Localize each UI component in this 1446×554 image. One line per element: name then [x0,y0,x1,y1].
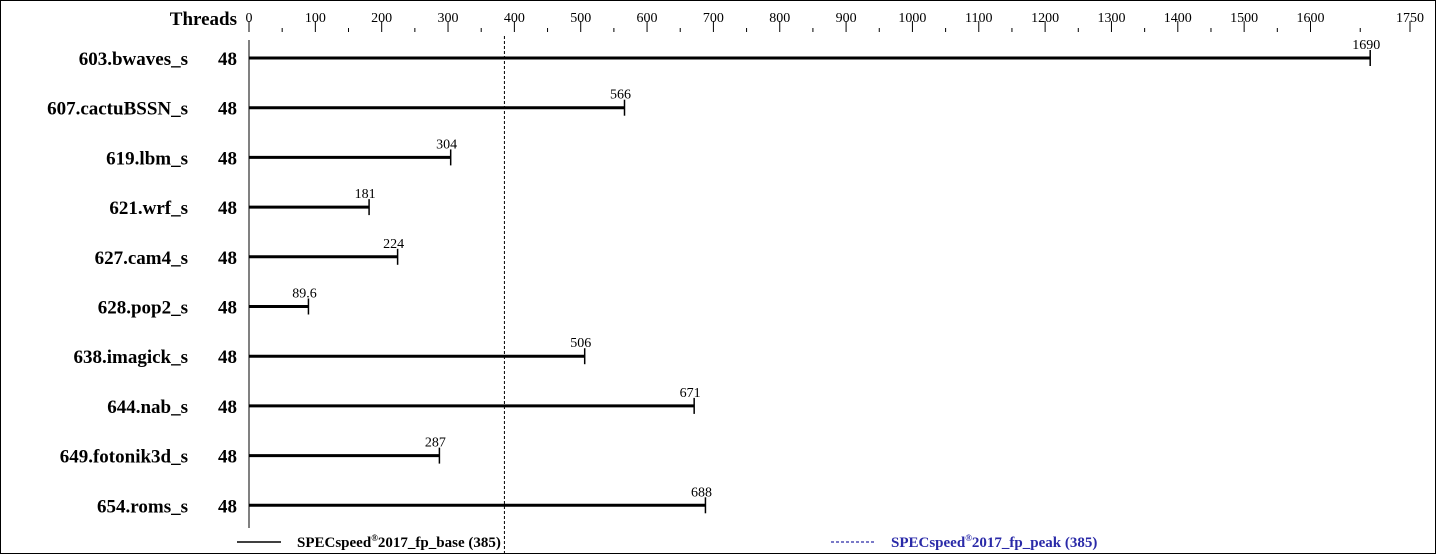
data-label: 304 [436,137,457,152]
bar-rows: 603.bwaves_s 48 1690 607.cactuBSSN_s 48 566 61… [47,38,1380,528]
x-tick-label: 700 [703,11,724,26]
data-label: 506 [570,336,591,351]
x-tick-label: 900 [836,11,857,26]
data-label: 671 [680,386,701,401]
x-tick-label: 0 [246,11,253,26]
thread-count: 48 [218,496,237,517]
data-label: 688 [691,485,712,500]
x-axis-ticks: 0 100 200 300 400 500 600 700 800 900 1000 1100 1200… [246,11,1424,32]
benchmark-label: 644.nab_s [107,397,188,418]
benchmark-label: 654.roms_s [97,496,188,517]
bar-row: 621.wrf_s 48 181 [109,187,375,219]
thread-count: 48 [218,397,237,418]
benchmark-label: 619.lbm_s [106,148,188,169]
x-tick-label: 600 [637,11,658,26]
x-tick-label: 200 [371,11,392,26]
x-tick-label: 400 [504,11,525,26]
benchmark-label: 603.bwaves_s [79,49,188,70]
thread-count: 48 [218,198,237,219]
bar-row: 644.nab_s 48 671 [107,386,700,418]
x-tick-label: 1000 [898,11,926,26]
x-tick-label: 1400 [1164,11,1192,26]
x-tick-label: 100 [305,11,326,26]
data-label: 89.6 [292,287,317,302]
data-label: 287 [425,436,446,451]
bar-row: 619.lbm_s 48 304 [106,137,457,169]
benchmark-label: 627.cam4_s [95,248,188,269]
bar-row: 638.imagick_s 48 506 [73,336,591,368]
data-label: 566 [610,88,631,103]
x-tick-label: 1500 [1230,11,1258,26]
benchmark-label: 628.pop2_s [98,298,188,319]
x-tick-label: 1200 [1031,11,1059,26]
data-label: 181 [355,187,376,202]
thread-count: 48 [218,49,237,70]
bar-row: 649.fotonik3d_s 48 287 [60,436,446,468]
x-tick-label: 1100 [965,11,992,26]
benchmark-label: 649.fotonik3d_s [60,447,188,468]
legend-peak-label: SPECspeed®2017_fp_peak (385) [891,533,1097,551]
legend-base-label: SPECspeed®2017_fp_base (385) [297,533,501,551]
bar-row: 603.bwaves_s 48 1690 [79,38,1380,70]
bar-row: 628.pop2_s 48 89.6 [98,287,317,319]
data-label: 1690 [1352,38,1380,53]
bar-row: 627.cam4_s 48 224 [95,237,405,269]
x-tick-label: 500 [570,11,591,26]
thread-count: 48 [218,148,237,169]
threads-header: Threads [170,9,237,30]
benchmark-label: 621.wrf_s [109,198,188,219]
benchmark-label: 607.cactuBSSN_s [47,99,188,120]
legend: SPECspeed®2017_fp_base (385) SPECspeed®2… [237,533,1097,551]
x-tick-label: 300 [438,11,459,26]
x-tick-label: 1750 [1396,11,1424,26]
benchmark-label: 638.imagick_s [73,347,188,368]
thread-count: 48 [218,298,237,319]
data-label: 224 [383,237,404,252]
x-tick-label: 800 [769,11,790,26]
thread-count: 48 [218,99,237,120]
bar-row: 654.roms_s 48 688 [97,485,712,517]
thread-count: 48 [218,347,237,368]
x-tick-label: 1600 [1296,11,1324,26]
bar-row: 607.cactuBSSN_s 48 566 [47,88,631,120]
thread-count: 48 [218,248,237,269]
thread-count: 48 [218,447,237,468]
x-tick-label: 1300 [1097,11,1125,26]
